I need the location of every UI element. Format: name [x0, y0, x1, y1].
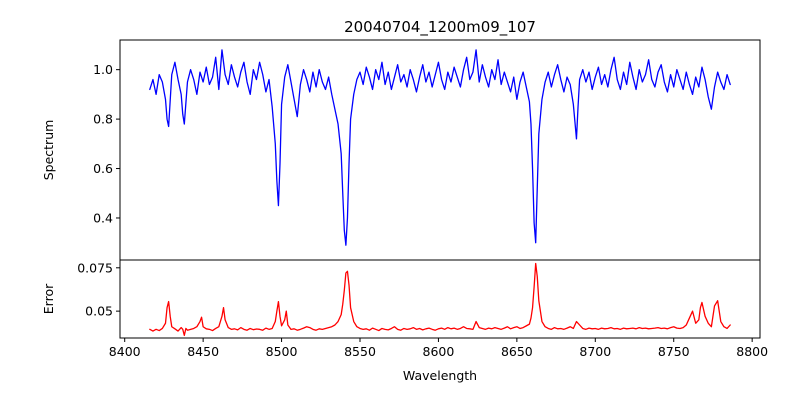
spectrum-y-tick-label: 1.0: [93, 62, 113, 77]
spectrum-y-axis-label: Spectrum: [41, 120, 56, 181]
spectrum-y-tick-label: 0.4: [93, 210, 113, 225]
error-y-tick-label: 0.075: [77, 260, 113, 275]
x-axis-label: Wavelength: [403, 368, 477, 383]
spectrum-panel: 0.4 0.6 0.8 1.0: [93, 39, 761, 261]
error-y-tick-label: 0.05: [85, 304, 113, 319]
x-tick-label: 8500: [266, 344, 298, 359]
x-tick-label: 8400: [109, 344, 141, 359]
x-tick-label: 8700: [579, 344, 611, 359]
x-tick-label: 8550: [344, 344, 376, 359]
x-tick-label: 8800: [736, 344, 768, 359]
x-tick-label: 8650: [501, 344, 533, 359]
chart-title: 20040704_1200m09_107: [344, 18, 536, 37]
x-tick-label: 8600: [423, 344, 455, 359]
x-tick-label: 8750: [658, 344, 690, 359]
error-y-axis-label: Error: [41, 283, 56, 314]
spectrum-line: [149, 49, 731, 246]
spectrum-y-tick-label: 0.8: [93, 112, 113, 127]
error-line: [149, 262, 731, 337]
spectrum-y-tick-label: 0.6: [93, 161, 113, 176]
x-tick-label: 8450: [187, 344, 219, 359]
error-frame: [119, 259, 761, 339]
error-panel: 0.05 0.075 8400 8450 8500 8550 8600 8650 8700 875…: [77, 259, 768, 359]
